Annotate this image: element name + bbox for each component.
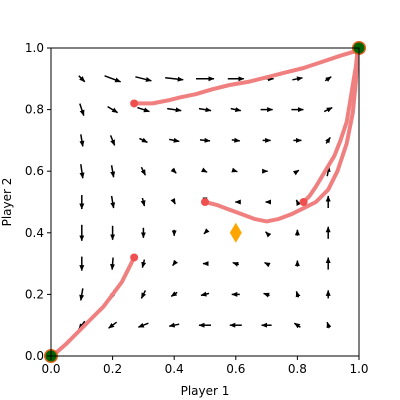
quiver-arrow <box>140 290 147 299</box>
quiver-arrow <box>263 292 270 298</box>
trajectory-line <box>132 49 358 106</box>
quiver-arrow <box>293 322 301 329</box>
x-tick-label: 0.0 <box>41 362 60 376</box>
x-tick-label: 0.4 <box>165 362 184 376</box>
x-axis-label: Player 1 <box>181 384 230 398</box>
quiver-arrow <box>169 137 180 143</box>
quiver-arrow <box>232 261 240 267</box>
quiver-arrow <box>264 261 271 268</box>
quiver-arrow <box>139 137 148 144</box>
quiver-arrow <box>203 228 210 235</box>
x-tick-label: 0.6 <box>226 362 245 376</box>
y-tick-label: 0.2 <box>25 287 44 301</box>
quiver-arrow <box>110 195 116 209</box>
quiver-arrow <box>200 167 208 173</box>
quiver-arrow <box>110 165 116 178</box>
trajectory-start-point <box>299 198 308 206</box>
quiver-arrow <box>140 197 146 207</box>
quiver-arrow <box>79 164 85 179</box>
trajectory-start-point <box>201 198 209 206</box>
quiver-arrow <box>292 76 303 82</box>
quiver-arrow <box>137 106 150 113</box>
quiver-arrow <box>198 107 212 113</box>
quiver-arrow <box>110 257 116 271</box>
trajectories <box>52 49 360 357</box>
trajectory-start-point <box>130 99 139 108</box>
quiver-arrow <box>168 322 180 328</box>
quiver-arrow <box>137 322 149 328</box>
quiver-arrow <box>292 169 300 176</box>
y-axis-label: Player 2 <box>0 178 14 227</box>
quiver-arrow <box>200 291 210 297</box>
saddle-equilibrium-marker <box>229 222 242 243</box>
quiver-arrow <box>140 166 147 176</box>
quiver-arrow <box>230 107 242 112</box>
trajectory-start-point <box>130 253 139 262</box>
quiver-arrow <box>170 291 178 298</box>
trajectory-line <box>203 49 360 224</box>
quiver-arrow <box>107 105 119 114</box>
quiver-arrow <box>326 321 332 329</box>
quiver-arrow <box>104 75 122 83</box>
x-tick-label: 1.0 <box>349 362 368 376</box>
quiver-arrow <box>165 76 184 82</box>
quiver-arrow <box>231 137 241 143</box>
trajectory-line <box>52 255 137 357</box>
y-axis-ticks: 0.0 0.2 0.4 0.6 0.8 1.0 <box>25 41 51 363</box>
quiver-arrow <box>79 134 85 147</box>
plot-frame <box>50 47 360 357</box>
y-tick-label: 0.4 <box>25 226 44 240</box>
quiver-arrow <box>323 106 333 113</box>
quiver-arrow <box>295 290 301 298</box>
y-tick-label: 0.0 <box>25 349 44 363</box>
quiver-arrow <box>265 231 272 238</box>
quiver-arrow <box>172 259 178 267</box>
quiver-arrow <box>324 76 332 82</box>
quiver-arrow <box>170 197 176 205</box>
quiver-arrow <box>170 167 177 174</box>
quiver-arrow <box>79 103 85 117</box>
quiver-arrow <box>78 75 86 83</box>
quiver-arrow <box>231 167 238 173</box>
y-tick-label: 0.6 <box>25 164 44 178</box>
quiver-arrow <box>325 136 331 144</box>
x-tick-label: 0.8 <box>288 362 307 376</box>
quiver-arrow <box>167 107 182 113</box>
quiver-arrow <box>141 259 147 269</box>
quiver-arrow <box>79 288 85 301</box>
quiver-arrow <box>109 135 116 146</box>
trajectory-line <box>301 49 360 204</box>
quiver-arrow <box>295 199 302 207</box>
quiver-arrow <box>108 321 118 329</box>
quiver-arrow <box>199 137 211 143</box>
quiver-arrow <box>135 76 152 82</box>
x-tick-label: 0.2 <box>103 362 122 376</box>
y-tick-label: 1.0 <box>25 41 44 55</box>
y-tick-label: 0.8 <box>25 103 44 117</box>
x-axis-ticks: 0.0 0.2 0.4 0.6 0.8 1.0 <box>41 356 369 376</box>
